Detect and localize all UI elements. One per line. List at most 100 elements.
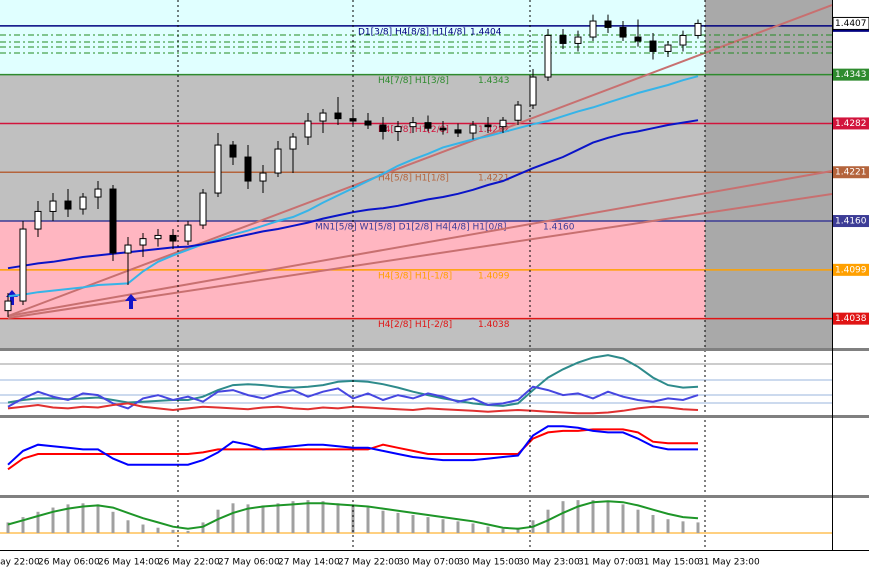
candle-body <box>499 119 507 128</box>
trend-line <box>7 193 832 319</box>
candle-body <box>694 22 702 36</box>
x-tick-label: 31 May 07:00 <box>578 558 640 568</box>
x-tick-label: 27 May 06:00 <box>218 558 280 568</box>
candle-body <box>604 20 612 28</box>
last-price-label: 1.4407 <box>835 19 867 29</box>
candle-body <box>109 188 117 254</box>
candle-body <box>454 129 462 134</box>
x-tick-label: 27 May 14:00 <box>278 558 340 568</box>
panel-separator <box>0 348 869 351</box>
candle-body <box>34 210 42 230</box>
histogram-bar <box>6 522 10 534</box>
candle-body <box>439 127 447 131</box>
x-tick-label: 31 May 23:00 <box>698 558 760 568</box>
level-label: H4[5/8] H1[1/8] <box>378 174 449 184</box>
histogram-bar <box>426 517 430 534</box>
candle-body <box>364 120 372 126</box>
level-price-box <box>833 263 869 276</box>
histogram-bar <box>276 503 280 534</box>
level-label: H4[2/8] H1[-2/8] <box>378 320 452 330</box>
x-tick-label: 30 May 07:00 <box>398 558 460 568</box>
level-value: 1.4282 <box>478 125 510 135</box>
histogram-bar <box>576 500 580 534</box>
histogram-bar <box>66 504 70 534</box>
candle-body <box>394 126 402 132</box>
histogram-bar <box>396 512 400 534</box>
level-price-label: 1.4099 <box>835 265 867 275</box>
candle-body <box>589 20 597 38</box>
level-price-box <box>833 166 869 179</box>
level-value: 1.4221 <box>478 174 510 184</box>
panel-separator <box>0 415 869 418</box>
x-tick-label: 26 May 14:00 <box>98 558 160 568</box>
candle-body <box>4 300 12 312</box>
histogram-bar <box>96 504 100 534</box>
level-value: 1.4160 <box>543 223 575 233</box>
level-price-box <box>833 312 869 325</box>
candle-body <box>424 122 432 129</box>
histogram-bar <box>201 522 205 534</box>
histogram-bar <box>126 520 130 534</box>
candle-body <box>649 40 657 52</box>
level-value: 1.4099 <box>478 271 510 281</box>
histogram-bar <box>366 507 370 534</box>
candle-body <box>619 26 627 38</box>
level-label: D1[3/8] H4[8/8] H1[4/8] <box>358 27 466 37</box>
histogram-bar <box>651 514 655 534</box>
candle-body <box>124 244 132 254</box>
candle-body <box>574 36 582 44</box>
up-arrow <box>6 290 18 305</box>
candle-body <box>94 188 102 198</box>
histogram-bar <box>21 517 25 534</box>
level-price-label: 1.4221 <box>835 168 867 178</box>
level-label: H4[7/8] H1[3/8] <box>378 76 449 86</box>
histogram-bar <box>501 528 505 534</box>
level-value: 1.4404 <box>470 27 502 37</box>
candle-body <box>559 34 567 44</box>
histogram-bar <box>231 503 235 534</box>
histogram-bar <box>51 507 55 534</box>
candle-body <box>259 172 267 182</box>
x-tick-label: 26 May 06:00 <box>38 558 100 568</box>
candle-body <box>664 44 672 52</box>
histogram-bar <box>261 505 265 534</box>
axis-line <box>0 550 869 551</box>
histogram-bar <box>681 521 685 534</box>
histogram-bar <box>321 501 325 534</box>
x-tick-label: 30 May 23:00 <box>518 558 580 568</box>
histogram-bar <box>516 527 520 534</box>
level-price-label: 1.4160 <box>835 217 867 227</box>
histogram-bar <box>186 530 190 534</box>
indicator-line <box>7 425 698 466</box>
histogram-bar <box>246 504 250 534</box>
trend-lines <box>7 4 832 319</box>
histogram-bar <box>306 500 310 534</box>
histogram-bar <box>351 505 355 534</box>
level-price-box <box>833 68 869 81</box>
candle-body <box>79 196 87 210</box>
histogram-bar <box>141 524 145 534</box>
level-price-box <box>833 117 869 130</box>
histogram-bar <box>111 511 115 534</box>
up-arrow <box>125 294 137 309</box>
histogram-bar <box>216 509 220 534</box>
x-tick-label: 27 May 22:00 <box>338 558 400 568</box>
axis-line <box>832 0 833 550</box>
histogram-bar <box>291 501 295 534</box>
histogram-bar <box>336 503 340 534</box>
x-tick-label: 31 May 15:00 <box>638 558 700 568</box>
indicator-line <box>7 428 698 471</box>
candle-body <box>514 104 522 121</box>
level-price-box <box>833 215 869 228</box>
candle-body <box>304 120 312 138</box>
histogram-bar <box>486 526 490 534</box>
histogram-bar <box>666 519 670 534</box>
level-value: 1.4038 <box>478 320 510 330</box>
candle-body <box>19 228 27 302</box>
dashed-levels <box>0 34 832 54</box>
candle-body <box>229 144 237 158</box>
histogram-bar <box>636 509 640 534</box>
candle-body <box>154 234 162 240</box>
indicator-line <box>7 385 699 410</box>
